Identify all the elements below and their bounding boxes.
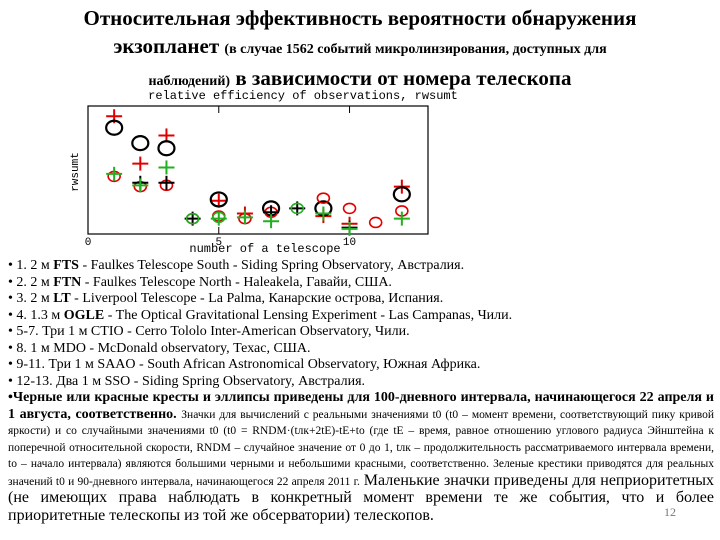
telescope-item-prefix: • 5-7. Три 1 м CTIO - Cerro Tololo Inter… (8, 324, 410, 339)
telescope-item-prefix: • 1. 2 м (8, 258, 54, 273)
telescope-item-prefix: • 3. 2 м (8, 291, 54, 306)
title-line-2-big: экзопланет (113, 34, 220, 58)
note-details: Значки для вычислений с реальными значен… (8, 408, 715, 488)
data-point-cross (236, 210, 253, 225)
data-point-cross (158, 175, 175, 190)
telescope-list-item: • 1. 2 м FTS - Faulkes Telescope South -… (8, 258, 714, 275)
data-point-ellipse (105, 119, 124, 136)
data-point-ellipse (290, 202, 305, 215)
telescope-item-prefix: • 9-11. Три 1 м SAAO - South African Ast… (8, 357, 481, 372)
data-point-ellipse (209, 191, 228, 208)
data-point-cross (158, 128, 175, 143)
chart-plot-frame (87, 105, 429, 235)
telescope-list-item: • 8. 1 м MDO - McDonald observatory, Тех… (8, 341, 714, 358)
telescope-item-description: - Liverpool Telescope - La Palma, Канарс… (70, 291, 444, 306)
data-point-ellipse (368, 216, 383, 229)
telescope-item-prefix: • 4. 1.3 м (8, 307, 64, 323)
telescope-list-item: • 5-7. Три 1 м CTIO - Cerro Tololo Inter… (8, 324, 714, 341)
data-point-cross (393, 211, 410, 226)
data-point-cross (132, 178, 149, 193)
data-point-cross (158, 160, 175, 175)
telescope-item-description: - The Optical Gravitational Lensing Expe… (104, 307, 513, 323)
title-line-3-small: наблюдений) (148, 74, 231, 89)
data-point-cross (341, 221, 358, 236)
chart-x-axis-label: number of a telescope (189, 242, 340, 256)
telescope-item-description: - Faulkes Telescope North - Haleakela, Г… (81, 274, 392, 290)
telescope-item-prefix: • 2. 2 м (8, 274, 54, 290)
note-lead: •Черные или красные кресты и эллипсы при… (8, 390, 714, 422)
telescope-list-item: • 2. 2 м FTN - Faulkes Telescope North -… (8, 275, 714, 292)
title-line-2: экзопланет (в случае 1562 событий микрол… (0, 32, 720, 64)
title-line-1: Относительная эффективность вероятности … (83, 6, 637, 30)
telescope-item-code: FTN (53, 274, 82, 290)
data-point-ellipse (157, 140, 176, 157)
x-tick-label: 10 (343, 237, 356, 249)
efficiency-chart: relative efficiency of observations, rws… (70, 89, 458, 256)
note-small-markers: Маленькие значки приведены для неприорит… (8, 471, 715, 524)
title-line-3-big: в зависимости от номера телескопа (235, 66, 572, 90)
chart-title: relative efficiency of observations, rws… (148, 89, 458, 103)
data-point-cross (106, 166, 123, 181)
telescope-item-code: FTS (53, 258, 79, 273)
x-tick-label: 0 (85, 237, 92, 249)
telescope-list-item: • 9-11. Три 1 м SAAO - South African Ast… (8, 357, 714, 374)
data-point-ellipse (131, 135, 150, 152)
data-point-ellipse (211, 211, 226, 224)
telescope-list-item: • 12-13. Два 1 м SSO - Siding Spring Obs… (8, 374, 714, 391)
telescope-item-prefix: • 8. 1 м MDO - McDonald observatory, Тех… (8, 340, 311, 356)
data-point-ellipse (392, 186, 411, 203)
data-point-ellipse (342, 202, 357, 215)
data-point-cross (132, 156, 149, 171)
data-point-cross (263, 214, 280, 229)
page-number: 12 (664, 505, 676, 519)
telescope-list: • 1. 2 м FTS - Faulkes Telescope South -… (8, 258, 714, 525)
telescope-list-item: • 3. 2 м LT - Liverpool Telescope - La P… (8, 291, 714, 308)
telescope-item-prefix: • 12-13. Два 1 м SSO - Siding Spring Obs… (8, 373, 366, 389)
telescope-list-item: • 4. 1.3 м OGLE - The Optical Gravitatio… (8, 308, 714, 325)
telescope-item-code: OGLE (63, 307, 105, 323)
title-line-2-small: (в случае 1562 событий микролинзирования… (224, 42, 607, 57)
chart-y-axis-label: rwsumt (70, 152, 82, 192)
x-tick-label: 5 (215, 237, 222, 249)
slide-title: Относительная эффективность вероятности … (0, 4, 720, 96)
data-point-cross (315, 206, 332, 221)
telescope-item-code: LT (53, 291, 71, 306)
data-point-ellipse (185, 212, 200, 225)
title-line-3: наблюдений) в зависимости от номера теле… (0, 64, 720, 96)
chart-note: •Черные или красные кресты и эллипсы при… (8, 390, 714, 525)
telescope-item-description: - Faulkes Telescope South - Siding Sprin… (78, 258, 465, 273)
data-point-ellipse (316, 192, 331, 204)
